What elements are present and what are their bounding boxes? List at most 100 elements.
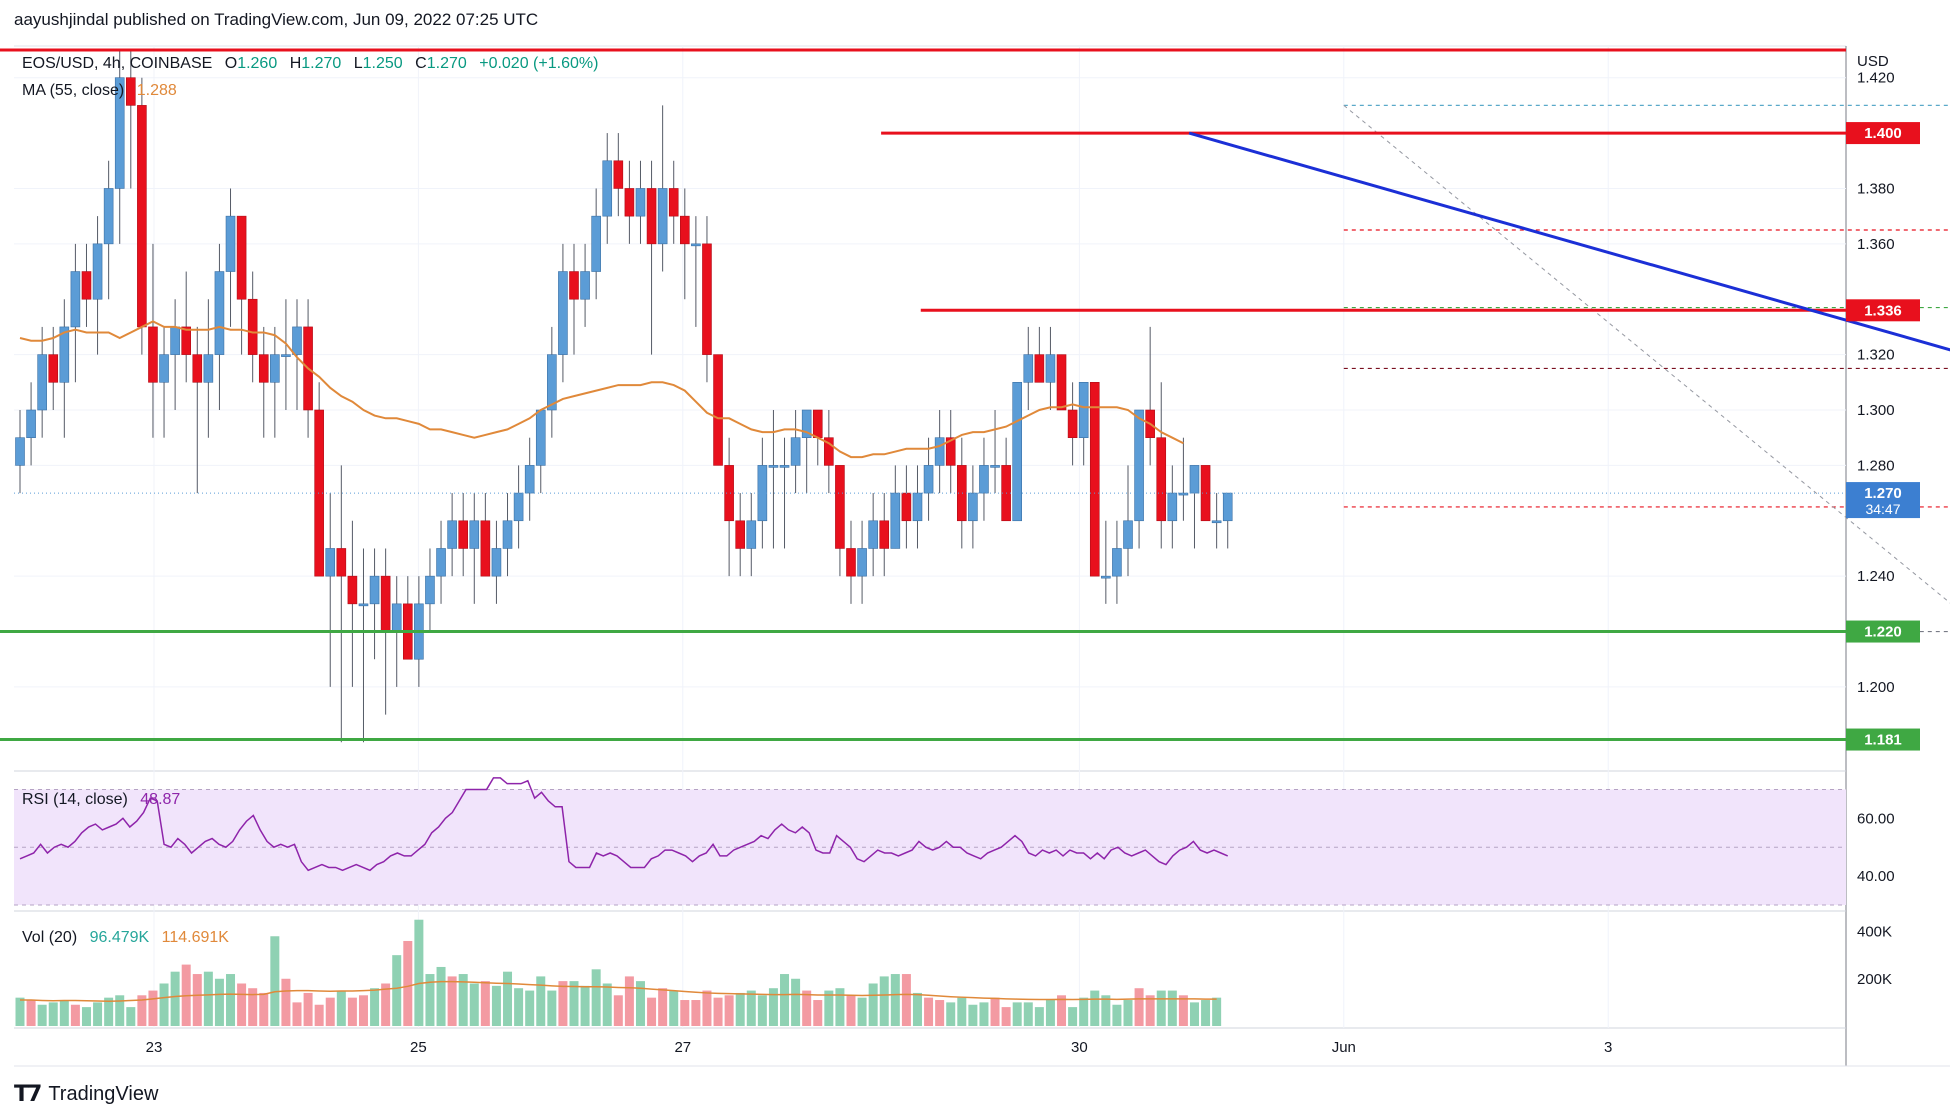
volume-bar [602,983,612,1026]
volume-bar [148,990,158,1026]
volume-bar [802,990,812,1026]
time-tick-label: Jun [1332,1039,1356,1056]
volume-bar [536,976,546,1026]
volume-bar [968,1004,978,1026]
volume-bar [1201,1000,1211,1026]
candle-down [724,465,734,522]
candle-up [114,77,125,189]
volume-label: Vol (20) [22,929,77,946]
low-value: 1.250 [363,55,403,72]
volume-bar [1001,1007,1011,1026]
volume-bar [791,978,801,1026]
price-tag-box [1846,620,1920,643]
volume-bar [514,988,524,1026]
volume-bar [469,983,479,1026]
volume-bar [1057,995,1067,1026]
candle-up [934,437,945,466]
volume-bar [170,971,180,1026]
axes: 1.420 1.380 1.360 1.320 1.300 1.280 1.240 1.200… [146,70,1895,1056]
candle-down [81,271,92,300]
candle-down [945,437,956,466]
candle-down [679,215,690,245]
candle-up [591,215,601,272]
volume-bar [203,971,213,1026]
volume-bar [901,974,911,1026]
price-tag-label: 1.270 [1864,485,1902,502]
volume-bar [835,988,845,1026]
volume-bar [15,997,25,1026]
volume-bar [358,995,368,1026]
volume-bar [757,995,767,1026]
symbol-name: EOS/USD, 4h, COINBASE [22,55,212,72]
candle-up [979,465,989,494]
volume-ma-line [20,980,1217,1002]
footer-brand[interactable]: T7 TradingView [14,1082,158,1107]
volume-bar [281,978,291,1026]
volume-bar [680,1000,690,1026]
volume-bar [458,974,468,1026]
candle-down [901,492,912,522]
price-tag-box [1846,122,1920,145]
volume-bar [735,992,745,1026]
ma-value: 1.288 [137,82,177,99]
candle-up [325,548,336,577]
candle-up [1211,520,1222,524]
candle-up [225,215,236,272]
candle-up [281,354,291,357]
candle-up [890,492,901,549]
close-label: C [415,55,427,72]
volume-bar [724,995,734,1026]
volume-bar [26,1000,36,1026]
volume-bar [480,981,490,1026]
volume-bar [392,955,402,1026]
volume-bar [292,1002,302,1026]
volume-bar [314,1004,324,1026]
candle-up [270,354,280,383]
candle-up [1101,575,1111,579]
brand-name: TradingView [48,1083,159,1105]
volume-bar [81,1007,91,1026]
volume-bar [159,983,169,1026]
volume-bar [1123,1000,1133,1026]
volume-bar [591,969,601,1026]
price-tag-label: 1.181 [1864,732,1902,749]
candle-down [380,575,391,632]
candle-up [779,465,790,468]
time-tick-label: 23 [146,1039,163,1056]
volume-ma-value: 114.691K [162,929,230,946]
volume-bar [1012,1002,1022,1026]
volume-bar [59,1000,69,1026]
candle-up [857,548,867,577]
candle-down [137,105,147,328]
candle-up [15,437,25,466]
rsi-legend: RSI (14, close) 48.87 [22,791,180,808]
volume-bar [192,974,202,1026]
volume-bar [137,995,147,1026]
volume-bar [336,990,346,1026]
volume-bar [990,997,1000,1026]
price-tag-box [1846,482,1920,519]
candle-down [702,243,712,355]
volume-bar [669,990,679,1026]
volume-bar [1079,997,1089,1026]
candle-down [668,188,679,217]
candle-down [247,298,258,355]
candle-up [92,243,103,300]
candle-up [170,326,180,355]
volume-bar [846,995,856,1026]
volume-bar [547,990,557,1026]
candle-up [103,188,114,245]
candle-up [768,465,779,468]
candle-down [613,160,624,189]
volume-bar [126,1007,136,1026]
volume-bar [647,997,657,1026]
volume-bar [48,1002,58,1026]
volume-bar [558,981,568,1026]
volume-bar [370,988,380,1026]
rsi-tick-label: 40.00 [1857,868,1895,885]
volume-bar [624,976,634,1026]
volume-bar [857,997,867,1026]
high-label: H [290,55,302,72]
volume-bar [237,983,247,1026]
